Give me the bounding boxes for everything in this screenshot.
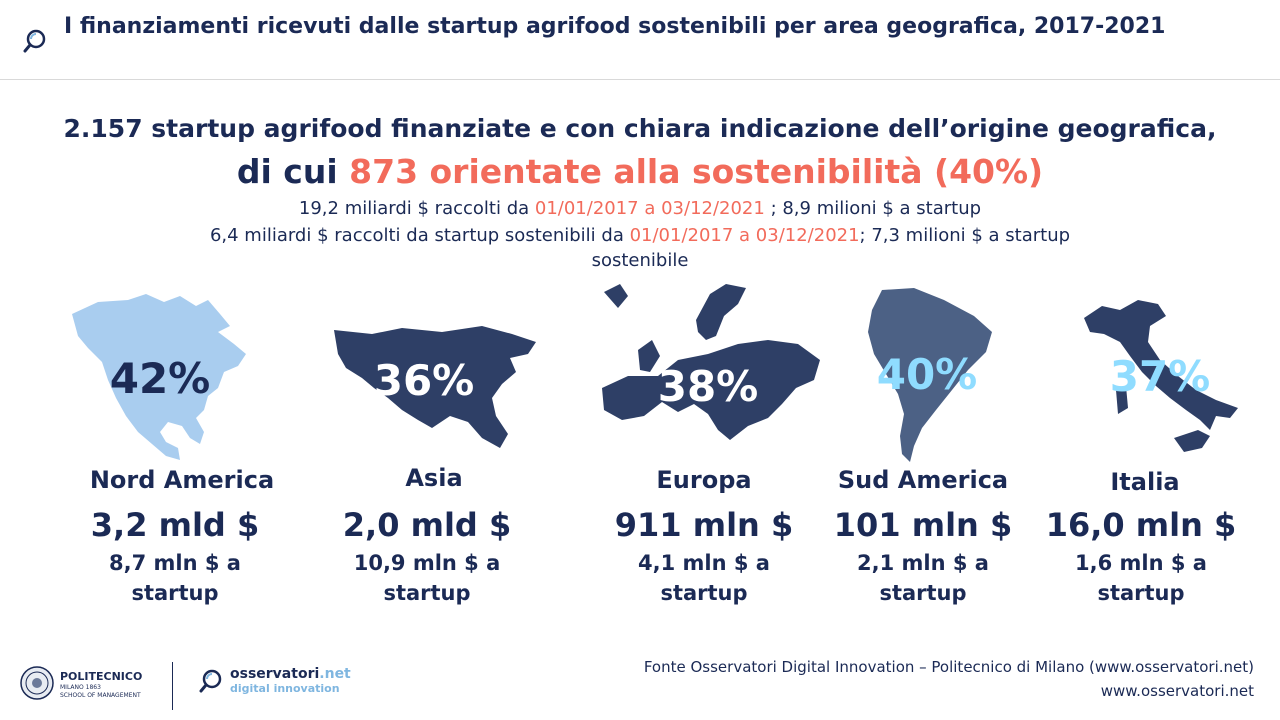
footer-logos: POLITECNICO MILANO 1863 SCHOOL OF MANAGE… [20,662,351,712]
region-per-startup-line1: 2,1 mln $ a [857,551,989,575]
italy-map-icon [1084,300,1238,452]
politecnico-school: SCHOOL OF MANAGEMENT [60,692,141,699]
region-per-startup-line2: startup [383,581,471,605]
region-per-startup: 4,1 mln $ a startup [589,548,819,608]
osservatori-tagline: digital innovation [230,682,340,695]
subtitle-line1: 19,2 miliardi $ raccolti da 01/01/2017 a… [0,198,1280,219]
region-per-startup-line2: startup [131,581,219,605]
region-per-startup-line1: 4,1 mln $ a [638,551,770,575]
region-per-startup: 10,9 mln $ a startup [312,548,542,608]
headline-highlight: 873 orientate alla sostenibilità (40%) [349,152,1044,191]
south-america-shape [868,288,992,462]
region-percent: 37% [1109,352,1211,401]
region-per-startup-line2: startup [1097,581,1185,605]
europe-mainland-shape [602,340,820,440]
logo-divider [172,662,173,710]
asia-shape [334,326,536,448]
region-per-startup-line1: 8,7 mln $ a [109,551,241,575]
italy-sardinia-shape [1116,386,1128,414]
region-percent: 38% [657,362,759,411]
region-name: Italia [1110,468,1180,496]
region-per-startup: 1,6 mln $ a startup [1026,548,1256,608]
politecnico-seal-icon [20,666,54,700]
subtitle-line3: sostenibile [591,250,689,271]
region-per-startup-line2: startup [660,581,748,605]
region-amount: 911 mln $ [614,506,794,544]
region-percent: 40% [876,350,978,399]
subtitle-line2-b: ; 7,3 milioni $ a startup [859,225,1071,246]
region-per-startup-line1: 1,6 mln $ a [1075,551,1207,575]
europe-britain-shape [638,340,660,372]
italy-peninsula-shape [1084,300,1238,430]
headline-line1: 2.157 startup agrifood finanziate e con … [63,114,1217,143]
region-per-startup-line1: 10,9 mln $ a [353,551,501,575]
osservatori-name: osservatori.net [230,666,351,682]
europe-scandinavia-shape [696,284,746,340]
politecnico-name: POLITECNICO [60,670,143,683]
region-per-startup: 2,1 mln $ a startup [808,548,1038,608]
subtitle-line2: 6,4 miliardi $ raccolti da startup soste… [0,225,1280,246]
region-name: Europa [656,466,752,494]
subtitle-line1-a: 19,2 miliardi $ raccolti da [298,198,535,219]
region-percent: 36% [373,356,475,405]
region-name: Nord America [89,466,275,494]
subtitle-line2-a: 6,4 miliardi $ raccolti da startup soste… [209,225,630,246]
north-america-map-icon [72,294,246,460]
osservatori-name-main: osservatori [230,666,320,682]
subtitle-line2-date: 01/01/2017 a 03/12/2021 [629,225,860,246]
asia-map-icon [334,326,536,448]
region-per-startup-line2: startup [879,581,967,605]
region-percent: 42% [109,354,211,403]
source-note: Fonte Osservatori Digital Innovation – P… [643,658,1254,676]
observatory-magnifier-icon [23,29,46,53]
header-bar: I finanziamenti ricevuti dalle startup a… [0,0,1280,80]
headline-line2: di cui 873 orientate alla sostenibilità … [0,152,1280,191]
region-name: Asia [405,464,463,492]
osservatori-name-net: .net [319,666,351,682]
region-name: Sud America [837,466,1009,494]
subtitle-line1-b: ; 8,9 milioni $ a startup [764,198,982,219]
south-america-map-icon [868,288,992,462]
subtitle-line1-date: 01/01/2017 a 03/12/2021 [534,198,765,219]
north-america-shape [72,294,246,460]
politecnico-city: MILANO 1863 [60,684,101,691]
italy-sicily-shape [1174,430,1210,452]
page-title: I finanziamenti ricevuti dalle startup a… [64,14,1166,39]
region-amount: 3,2 mld $ [90,506,260,544]
europe-iceland-shape [604,284,628,308]
europe-map-icon [602,284,820,440]
region-per-startup: 8,7 mln $ a startup [60,548,290,608]
website-link[interactable]: www.osservatori.net [1100,682,1254,700]
headline-prefix: di cui [236,152,350,191]
region-amount: 101 mln $ [833,506,1013,544]
region-amount: 16,0 mln $ [1045,506,1237,544]
region-amount: 2,0 mld $ [342,506,512,544]
osservatori-magnifier-icon [199,669,222,693]
